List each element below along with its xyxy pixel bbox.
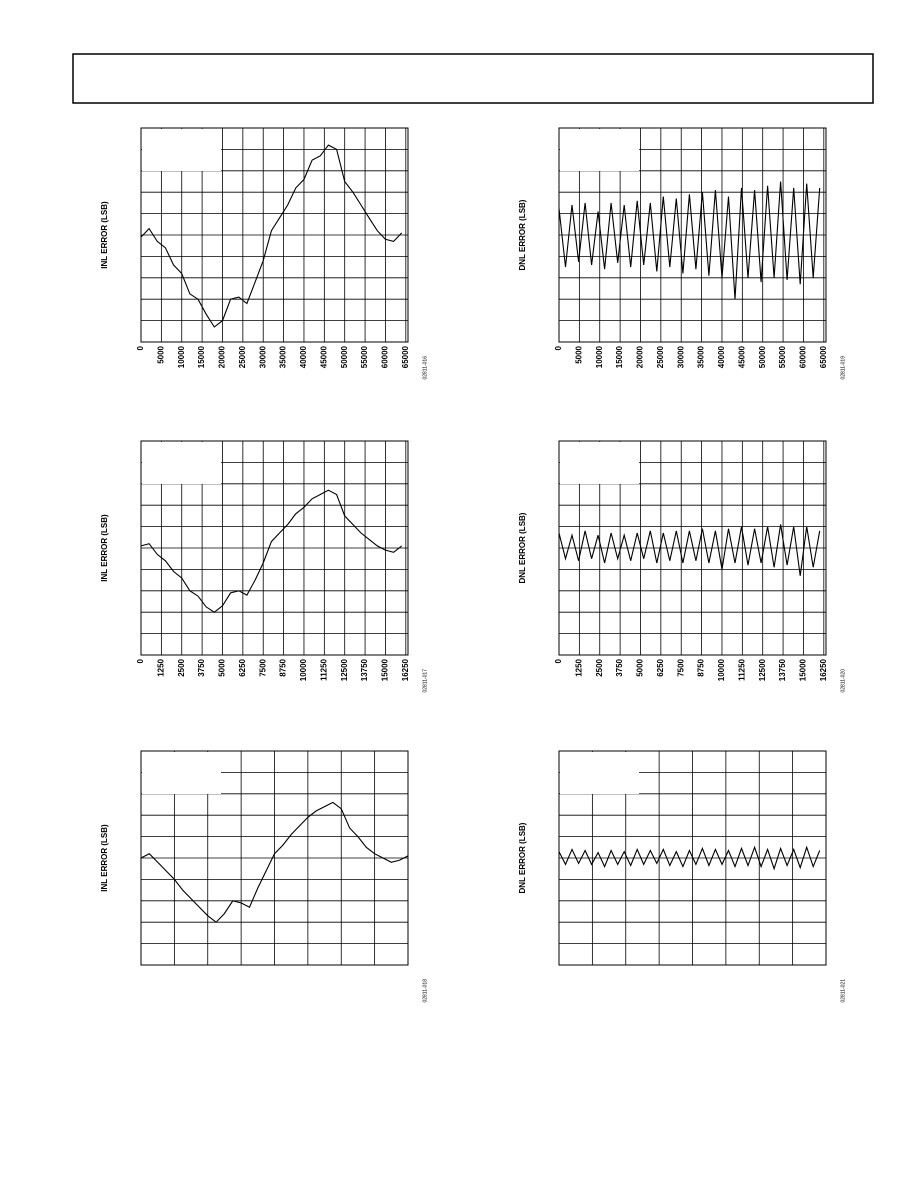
x-tick-label: 10000 xyxy=(299,658,308,681)
x-tick-label: 7500 xyxy=(676,658,685,676)
header-box xyxy=(72,53,874,104)
x-tick-label: 25000 xyxy=(238,345,247,368)
x-tick-label: 60000 xyxy=(799,345,808,368)
figure-id: 02811-019 xyxy=(840,356,846,380)
x-tick-label: 25000 xyxy=(656,345,665,368)
y-axis-label: DNL ERROR (LSB) xyxy=(518,199,527,270)
x-tick-label: 15000 xyxy=(799,658,808,681)
x-tick-label: 11250 xyxy=(737,658,746,680)
x-tick-label: 15000 xyxy=(197,345,206,368)
y-axis-label: INL ERROR (LSB) xyxy=(100,514,109,582)
x-tick-label: 0 xyxy=(136,345,145,350)
x-tick-label: 20000 xyxy=(218,345,227,368)
x-tick-label: 35000 xyxy=(279,345,288,368)
x-tick-label: 55000 xyxy=(360,345,369,368)
x-tick-label: 55000 xyxy=(778,345,787,368)
x-tick-label: 30000 xyxy=(676,345,685,368)
x-tick-label: 40000 xyxy=(717,345,726,368)
x-tick-label: 2500 xyxy=(595,658,604,676)
x-tick-label: 2500 xyxy=(177,658,186,676)
x-tick-label: 35000 xyxy=(697,345,706,368)
x-tick-label: 10000 xyxy=(177,345,186,368)
x-tick-label: 65000 xyxy=(401,345,410,368)
x-tick-label: 16250 xyxy=(819,658,828,681)
x-tick-label: 15000 xyxy=(615,345,624,368)
figure-id: 02811-017 xyxy=(422,669,428,693)
x-tick-label: 50000 xyxy=(758,345,767,368)
legend-blank xyxy=(142,442,221,484)
x-tick-label: 5000 xyxy=(156,345,165,363)
error-curve xyxy=(140,489,403,613)
x-tick-label: 13750 xyxy=(360,658,369,681)
x-tick-label: 11250 xyxy=(319,658,328,680)
figure-id: 02811-021 xyxy=(840,979,846,1003)
y-axis-label: DNL ERROR (LSB) xyxy=(518,822,527,893)
x-tick-label: 13750 xyxy=(778,658,787,681)
x-tick-label: 7500 xyxy=(258,658,267,676)
x-tick-label: 8750 xyxy=(697,658,706,676)
error-curve xyxy=(140,144,403,328)
x-tick-label: 0 xyxy=(136,658,145,663)
x-tick-label: 45000 xyxy=(319,345,328,368)
error-curve xyxy=(558,524,821,576)
legend-blank xyxy=(560,129,639,171)
x-tick-label: 12500 xyxy=(758,658,767,681)
x-tick-label: 15000 xyxy=(381,658,390,681)
x-tick-label: 5000 xyxy=(636,658,645,676)
error-curve xyxy=(558,181,821,300)
x-tick-label: 16250 xyxy=(401,658,410,681)
x-tick-label: 50000 xyxy=(340,345,349,368)
x-tick-label: 12500 xyxy=(340,658,349,681)
x-tick-label: 3750 xyxy=(197,658,206,676)
x-tick-label: 5000 xyxy=(218,658,227,676)
legend-blank xyxy=(560,442,639,484)
error-curve xyxy=(140,801,409,923)
legend-blank xyxy=(142,752,221,794)
x-tick-label: 0 xyxy=(554,658,563,663)
x-tick-label: 1250 xyxy=(156,658,165,676)
x-tick-label: 0 xyxy=(554,345,563,350)
x-tick-label: 10000 xyxy=(595,345,604,368)
x-tick-label: 6250 xyxy=(656,658,665,676)
figure-id: 02811-020 xyxy=(840,669,846,693)
legend-blank xyxy=(142,129,221,171)
x-tick-label: 6250 xyxy=(238,658,247,676)
x-tick-label: 8750 xyxy=(279,658,288,676)
x-tick-label: 45000 xyxy=(737,345,746,368)
error-curve xyxy=(558,845,821,871)
figure-id: 02811-016 xyxy=(422,356,428,380)
x-tick-label: 60000 xyxy=(381,345,390,368)
x-tick-label: 30000 xyxy=(258,345,267,368)
x-tick-label: 1250 xyxy=(574,658,583,676)
x-tick-label: 40000 xyxy=(299,345,308,368)
y-axis-label: INL ERROR (LSB) xyxy=(100,824,109,892)
x-tick-label: 10000 xyxy=(717,658,726,681)
y-axis-label: DNL ERROR (LSB) xyxy=(518,512,527,583)
x-tick-label: 65000 xyxy=(819,345,828,368)
x-tick-label: 3750 xyxy=(615,658,624,676)
legend-blank xyxy=(560,752,639,794)
y-axis-label: INL ERROR (LSB) xyxy=(100,201,109,269)
x-tick-label: 5000 xyxy=(574,345,583,363)
x-tick-label: 20000 xyxy=(636,345,645,368)
figure-id: 02811-018 xyxy=(422,979,428,1003)
